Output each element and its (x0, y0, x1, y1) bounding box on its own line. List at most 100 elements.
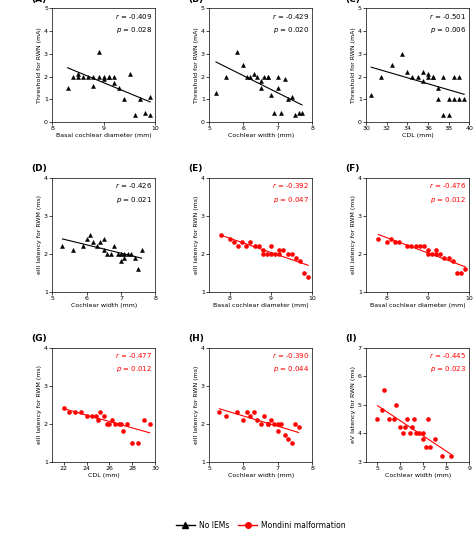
Point (281, 75, 289, 83)
Point (89, 412, 96, 420)
Point (424, 72, 432, 81)
Point (284, 249, 292, 258)
Point (460, 95, 468, 104)
Point (128, 249, 135, 258)
Point (246, 412, 254, 420)
Y-axis label: eV latency for RWN (ms): eV latency for RWN (ms) (351, 366, 356, 443)
Point (79, 242, 87, 250)
Point (136, 95, 144, 104)
Point (431, 435, 438, 443)
Text: (D): (D) (31, 164, 47, 173)
Point (280, 246, 287, 254)
Point (440, 72, 447, 81)
Point (257, 419, 264, 428)
Point (445, 95, 452, 104)
Point (71, 408, 79, 416)
Point (401, 423, 409, 432)
Point (146, 419, 154, 428)
Point (378, 72, 385, 81)
Point (83, 235, 91, 243)
Point (271, 109, 278, 117)
Point (97, 408, 104, 416)
Y-axis label: eIII latency for RWN (ms): eIII latency for RWN (ms) (194, 196, 199, 274)
Point (254, 72, 261, 81)
Point (94, 415, 102, 424)
Point (374, 235, 382, 243)
Point (124, 249, 132, 258)
Point (457, 269, 465, 277)
Point (424, 414, 432, 423)
Point (243, 72, 251, 81)
Point (246, 238, 254, 247)
Y-axis label: eIII latency for RWM (ms): eIII latency for RWM (ms) (37, 196, 42, 275)
Point (385, 414, 393, 423)
X-axis label: Cochlear width (mm): Cochlear width (mm) (228, 473, 294, 478)
Point (105, 72, 113, 81)
Point (450, 95, 457, 104)
Point (138, 246, 146, 254)
Point (146, 93, 154, 101)
Point (398, 49, 406, 58)
Point (432, 249, 440, 258)
Point (226, 235, 234, 243)
Point (412, 242, 419, 250)
Point (281, 431, 289, 439)
Point (90, 72, 97, 81)
Point (403, 67, 411, 76)
X-axis label: Cochlear width (mm): Cochlear width (mm) (384, 473, 451, 478)
Point (95, 47, 102, 56)
Text: (E): (E) (189, 164, 203, 173)
Y-axis label: eIII latency for RWM (ms): eIII latency for RWM (ms) (351, 196, 356, 275)
Point (260, 72, 268, 81)
Point (415, 429, 423, 437)
Point (438, 452, 446, 460)
Point (250, 408, 257, 416)
Point (397, 423, 404, 432)
Text: (A): (A) (31, 0, 47, 4)
Text: (C): (C) (346, 0, 360, 4)
Text: (G): (G) (31, 334, 47, 343)
Point (246, 72, 254, 81)
Point (79, 72, 87, 81)
Point (419, 429, 427, 437)
Point (120, 253, 128, 262)
Point (222, 412, 230, 420)
Point (120, 249, 128, 258)
Point (106, 419, 113, 428)
Legend: No IEMs, Mondini malformation: No IEMs, Mondini malformation (173, 518, 349, 533)
X-axis label: Cochlear width (mm): Cochlear width (mm) (71, 303, 137, 308)
Point (260, 412, 268, 420)
Y-axis label: eIII latency for RWM (ms): eIII latency for RWM (ms) (37, 365, 42, 444)
Point (251, 242, 258, 250)
Point (435, 95, 442, 104)
Point (59, 242, 66, 250)
Point (234, 242, 242, 250)
Point (146, 111, 154, 120)
Point (447, 452, 455, 460)
Point (230, 238, 237, 247)
Point (267, 249, 275, 258)
Point (114, 249, 121, 258)
Point (243, 242, 250, 250)
Point (429, 72, 437, 81)
Point (257, 84, 264, 93)
Point (455, 72, 463, 81)
Point (97, 238, 104, 247)
Point (278, 109, 285, 117)
Point (140, 415, 148, 424)
Point (449, 257, 456, 266)
Point (441, 253, 448, 262)
Point (250, 70, 257, 79)
Text: $r$ = -0.429
$p$ = 0.020: $r$ = -0.429 $p$ = 0.020 (272, 12, 309, 35)
Point (378, 406, 386, 415)
Point (445, 111, 452, 120)
Point (117, 257, 125, 266)
Point (414, 72, 421, 81)
Point (255, 242, 263, 250)
Point (259, 249, 266, 258)
Point (257, 77, 264, 85)
X-axis label: Basal cochlear diameter (mm): Basal cochlear diameter (mm) (370, 303, 465, 308)
Point (424, 70, 432, 79)
Point (264, 72, 272, 81)
Point (298, 109, 306, 117)
